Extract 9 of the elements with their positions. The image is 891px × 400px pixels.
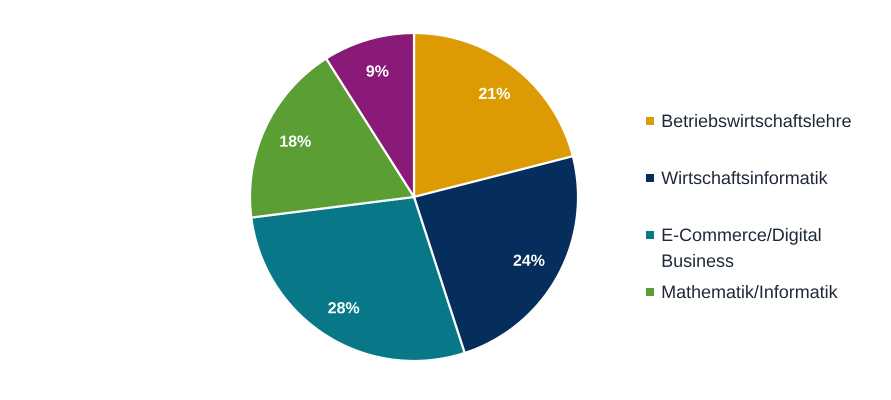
data-label: 24% [514,254,545,266]
data-label: 28% [328,302,360,314]
legend-label: Wirtschaftsinformatik [661,171,828,184]
legend-label: Betriebswirtschaftslehre [662,114,851,128]
data-label: 18% [280,135,311,147]
legend-label: Mathematik/Informatik [662,285,838,298]
data-label: 9% [366,65,388,77]
legend-label: E-Commerce/Digital Business [662,228,820,268]
data-label: 21% [479,88,510,99]
